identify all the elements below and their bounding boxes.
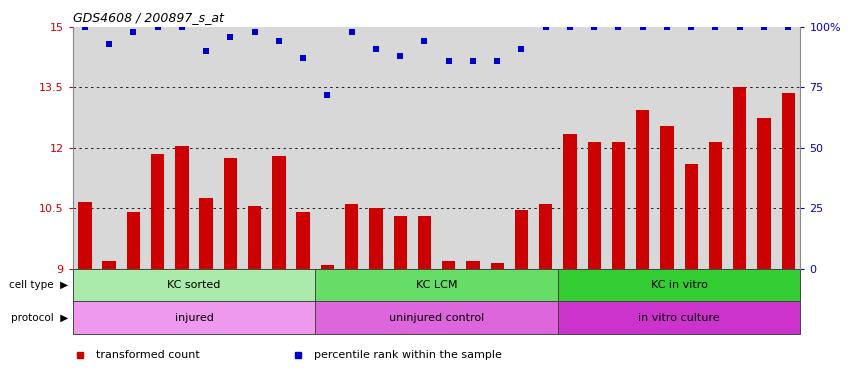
Point [538, 24, 552, 30]
Point [418, 38, 431, 45]
Bar [514, 210, 528, 269]
Bar [636, 109, 650, 269]
Point [247, 29, 261, 35]
Bar [199, 198, 213, 269]
Point [514, 46, 528, 52]
Bar [272, 156, 286, 269]
Bar [73, 301, 315, 334]
Point [757, 24, 770, 30]
Point [466, 58, 479, 64]
Bar [539, 204, 552, 269]
Point [369, 46, 383, 52]
Point [199, 48, 213, 54]
Point [320, 91, 334, 98]
Bar [467, 261, 479, 269]
Bar [685, 164, 698, 269]
Bar [321, 265, 334, 269]
Point [611, 24, 625, 30]
Bar [315, 269, 558, 301]
Bar [758, 118, 770, 269]
Bar [558, 301, 800, 334]
Point [660, 24, 674, 30]
Point [393, 53, 407, 59]
Bar [733, 88, 746, 269]
Point [151, 24, 164, 30]
Bar [151, 154, 164, 269]
Text: KC sorted: KC sorted [167, 280, 221, 290]
Bar [394, 217, 407, 269]
Point [223, 33, 237, 40]
Point [490, 58, 504, 64]
Text: GDS4608 / 200897_s_at: GDS4608 / 200897_s_at [73, 11, 223, 24]
Text: KC in vitro: KC in vitro [651, 280, 708, 290]
Bar [587, 142, 601, 269]
Text: protocol  ▶: protocol ▶ [11, 313, 68, 323]
Text: transformed count: transformed count [96, 350, 199, 360]
Text: KC LCM: KC LCM [416, 280, 457, 290]
Bar [442, 261, 455, 269]
Bar [563, 134, 577, 269]
Bar [103, 261, 116, 269]
Bar [612, 142, 625, 269]
Bar [558, 269, 800, 301]
Bar [782, 93, 795, 269]
Point [78, 24, 92, 30]
Bar [73, 269, 315, 301]
Text: injured: injured [175, 313, 213, 323]
Bar [709, 142, 722, 269]
Bar [418, 217, 431, 269]
Point [103, 41, 116, 47]
Bar [660, 126, 674, 269]
Point [175, 24, 188, 30]
Point [636, 24, 650, 30]
Bar [175, 146, 188, 269]
Text: cell type  ▶: cell type ▶ [9, 280, 68, 290]
Text: uninjured control: uninjured control [389, 313, 484, 323]
Bar [490, 263, 504, 269]
Point [296, 55, 310, 61]
Bar [369, 209, 383, 269]
Point [684, 24, 698, 30]
Bar [78, 202, 92, 269]
Point [587, 24, 601, 30]
Point [782, 24, 795, 30]
Point [127, 29, 140, 35]
Bar [127, 212, 140, 269]
Point [345, 29, 359, 35]
Text: percentile rank within the sample: percentile rank within the sample [314, 350, 502, 360]
Bar [248, 206, 261, 269]
Bar [223, 158, 237, 269]
Bar [315, 301, 558, 334]
Point [563, 24, 577, 30]
Point [442, 58, 455, 64]
Point [733, 24, 746, 30]
Bar [345, 204, 359, 269]
Point [272, 38, 286, 45]
Point [709, 24, 722, 30]
Bar [296, 212, 310, 269]
Text: in vitro culture: in vitro culture [639, 313, 720, 323]
